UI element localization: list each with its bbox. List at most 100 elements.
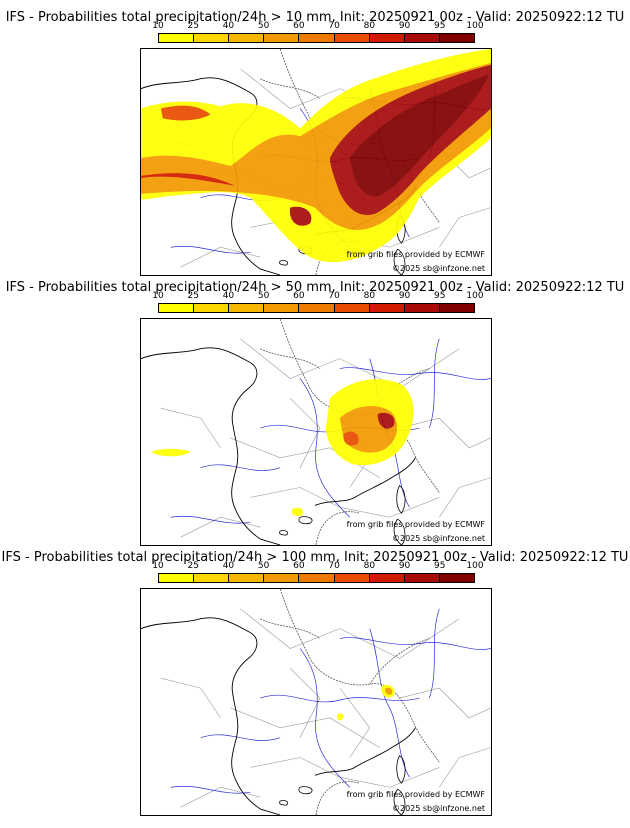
colorbar-tick-label: 60: [293, 21, 305, 31]
island-outline: [393, 518, 406, 545]
colorbar-segment: [229, 304, 265, 312]
coastline: [141, 347, 281, 545]
country-border: [279, 319, 412, 449]
colorbar-tick-label: 40: [222, 561, 235, 571]
copyright-credit: ©2025 sb@infzone.net: [391, 264, 485, 273]
source-credit: from grib files provided by ECMWF: [346, 520, 485, 529]
admin-border: [439, 747, 491, 788]
river: [339, 637, 491, 650]
admin-border: [289, 668, 321, 738]
probability-area-high: [289, 206, 312, 226]
coastline: [141, 617, 281, 815]
copyright-credit: ©2025 sb@infzone.net: [391, 804, 485, 813]
colorbar-tick-label: 100: [466, 291, 484, 301]
river: [170, 515, 251, 524]
colorbar-tick-label: 10: [152, 291, 164, 301]
admin-border: [230, 707, 380, 748]
country-border: [260, 618, 321, 639]
country-border: [411, 447, 440, 493]
colorbar-segment: [194, 574, 230, 582]
colorbar-tick-label: 90: [398, 561, 411, 571]
admin-border: [180, 786, 261, 808]
panel-title: IFS - Probabilities total precipitation/…: [5, 10, 625, 25]
colorbar-segment: [439, 34, 474, 42]
country-border: [279, 589, 412, 719]
river: [339, 367, 491, 380]
colorbar-segment: [404, 34, 440, 42]
country-border: [315, 511, 360, 545]
colorbar-segment: [369, 304, 405, 312]
map-panel-10mm: IFS - Probabilities total precipitation/…: [0, 0, 630, 276]
colorbar-segment: [439, 574, 474, 582]
colorbar-segment: [264, 574, 300, 582]
probability-area-max: [349, 74, 490, 197]
colorbar-segment: [229, 574, 265, 582]
admin-border: [439, 207, 491, 248]
river: [200, 464, 281, 471]
river: [429, 608, 440, 699]
colorbar-ticks: 10 25 40 50 60 70 80 90 95 100: [152, 21, 483, 33]
colorbar-tick-label: 25: [187, 291, 199, 301]
colorbar-tick-label: 95: [434, 291, 446, 301]
admin-border: [250, 487, 440, 518]
source-credit: from grib files provided by ECMWF: [346, 250, 485, 259]
map-panel-100mm: IFS - Probabilities total precipitation/…: [0, 540, 630, 816]
colorbar-tick-label: 60: [293, 291, 305, 301]
colorbar-tick-label: 40: [222, 291, 235, 301]
colorbar-tick-label: 60: [293, 561, 305, 571]
map-canvas: [141, 319, 491, 545]
colorbar-tick-label: 80: [363, 291, 376, 301]
colorbar: [158, 573, 475, 583]
map-panel-50mm: IFS - Probabilities total precipitation/…: [0, 270, 630, 546]
colorbar-segment: [334, 574, 370, 582]
colorbar-segment: [299, 304, 335, 312]
country-border: [279, 49, 412, 179]
colorbar-segment: [159, 34, 195, 42]
colorbar-segment: [404, 304, 440, 312]
probability-map: from grib files provided by ECMWF ©2025 …: [140, 588, 492, 816]
admin-border: [160, 677, 221, 719]
colorbar-tick-label: 10: [152, 21, 164, 31]
colorbar-tick-label: 70: [328, 291, 340, 301]
map-canvas: [141, 589, 491, 815]
island-outline: [279, 530, 289, 536]
country-border: [260, 348, 321, 369]
island-outline: [298, 516, 313, 525]
admin-border: [439, 477, 491, 518]
island-outline: [279, 260, 289, 266]
colorbar-tick-label: 50: [257, 21, 270, 31]
admin-border: [240, 338, 460, 389]
panel-title: IFS - Probabilities total precipitation/…: [1, 550, 629, 565]
colorbar-segment: [299, 34, 335, 42]
coastline: [314, 457, 416, 506]
probability-area-high: [377, 412, 395, 429]
river: [260, 694, 420, 703]
probability-field: [150, 379, 414, 517]
colorbar-segment: [159, 304, 195, 312]
colorbar-tick-label: 100: [466, 561, 484, 571]
river: [299, 378, 351, 518]
admin-border: [399, 687, 491, 719]
colorbar-tick-label: 90: [398, 21, 411, 31]
river: [429, 338, 440, 429]
map-canvas: [141, 49, 491, 275]
colorbar-segment: [369, 34, 405, 42]
panel-title: IFS - Probabilities total precipitation/…: [5, 280, 625, 295]
colorbar-segment: [264, 34, 300, 42]
island-outline: [396, 754, 406, 784]
island-outline: [298, 786, 313, 795]
probability-area-mid: [385, 687, 393, 695]
colorbar-segment: [439, 304, 474, 312]
coastline: [314, 727, 416, 776]
probability-area-low: [150, 448, 191, 457]
river: [170, 785, 251, 794]
probability-map: from grib files provided by ECMWF ©2025 …: [140, 318, 492, 546]
colorbar-tick-label: 50: [257, 291, 270, 301]
colorbar-tick-label: 80: [363, 21, 376, 31]
colorbar-tick-label: 90: [398, 291, 411, 301]
colorbar-segment: [229, 34, 265, 42]
country-border: [369, 638, 430, 685]
country-border: [315, 781, 360, 815]
colorbar-segment: [159, 574, 195, 582]
admin-border: [399, 417, 491, 449]
